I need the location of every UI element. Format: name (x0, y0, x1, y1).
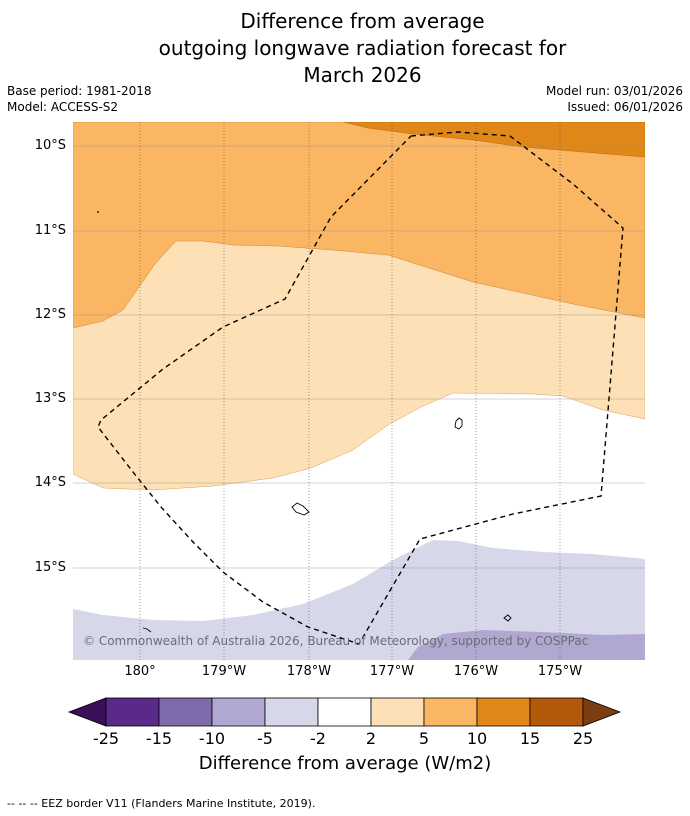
island-west-small (142, 627, 152, 633)
colorbar-tick: -25 (92, 729, 120, 748)
island-north-east (454, 417, 463, 430)
lat-label: 11°S (34, 223, 66, 238)
colorbar-segment (105, 697, 160, 727)
base-period: Base period: 1981-2018 (7, 84, 152, 98)
colorbar-tick: -15 (145, 729, 173, 748)
copyright-notice: © Commonwealth of Australia 2026, Bureau… (83, 634, 588, 648)
colorbar-tick: 15 (519, 729, 541, 748)
island-south (503, 614, 512, 622)
colorbar-segment (158, 697, 213, 727)
colorbar-label: Difference from average (W/m2) (198, 753, 492, 774)
colorbar-extend-high (582, 697, 622, 727)
colorbar-segment (476, 697, 531, 727)
lon-label: 178°W (286, 664, 332, 679)
colorbar-segment (211, 697, 266, 727)
colorbar-tick: 25 (572, 729, 594, 748)
colorbar-tick: 5 (418, 729, 430, 748)
eez-footnote: -- -- -- EEZ border V11 (Flanders Marine… (7, 797, 316, 810)
colorbar-segment (423, 697, 478, 727)
lon-label: 177°W (369, 664, 415, 679)
lon-label: 180° (124, 664, 156, 679)
colorbar-tick: 10 (466, 729, 488, 748)
lon-label: 176°W (453, 664, 499, 679)
lat-label: 15°S (34, 560, 66, 575)
colorbar-segment (317, 697, 372, 727)
colorbar-tick: 2 (365, 729, 377, 748)
eez-border (97, 131, 624, 645)
title-line-1: Difference from average (240, 9, 485, 33)
island-dot (97, 211, 99, 213)
colorbar-tick: -5 (257, 729, 273, 748)
medium-purple-band (408, 630, 645, 660)
medium-orange-band (73, 122, 645, 329)
map-title: Difference from average outgoing longwav… (0, 8, 690, 89)
model-name: Model: ACCESS-S2 (7, 100, 119, 114)
latitude-gridlines (73, 145, 645, 569)
colorbar-segment (264, 697, 319, 727)
map-panel: © Commonwealth of Australia 2026, Bureau… (73, 122, 645, 660)
meta-left: Base period: 1981-2018 Model: ACCESS-S2 (7, 83, 152, 115)
meta-right: Model run: 03/01/2026 Issued: 06/01/2026 (546, 83, 683, 115)
colorbar-segment (529, 697, 584, 727)
lat-label: 13°S (34, 391, 66, 406)
lat-label: 12°S (34, 307, 66, 322)
colorbar-tick: -2 (310, 729, 326, 748)
colorbar-segment (370, 697, 425, 727)
model-run: Model run: 03/01/2026 (545, 84, 683, 98)
colorbar-extend-low (67, 697, 107, 727)
island-central (291, 502, 310, 516)
light-purple-band (73, 540, 645, 660)
lon-label: 179°W (201, 664, 247, 679)
title-line-3: March 2026 (303, 63, 422, 87)
title-line-2: outgoing longwave radiation forecast for (158, 36, 567, 60)
issued-date: Issued: 06/01/2026 (567, 100, 683, 114)
colorbar (67, 697, 622, 727)
dark-orange-band (342, 122, 645, 158)
lat-label: 14°S (34, 475, 66, 490)
colorbar-tick: -10 (198, 729, 226, 748)
lon-label: 175°W (537, 664, 583, 679)
lat-label: 10°S (34, 138, 66, 153)
